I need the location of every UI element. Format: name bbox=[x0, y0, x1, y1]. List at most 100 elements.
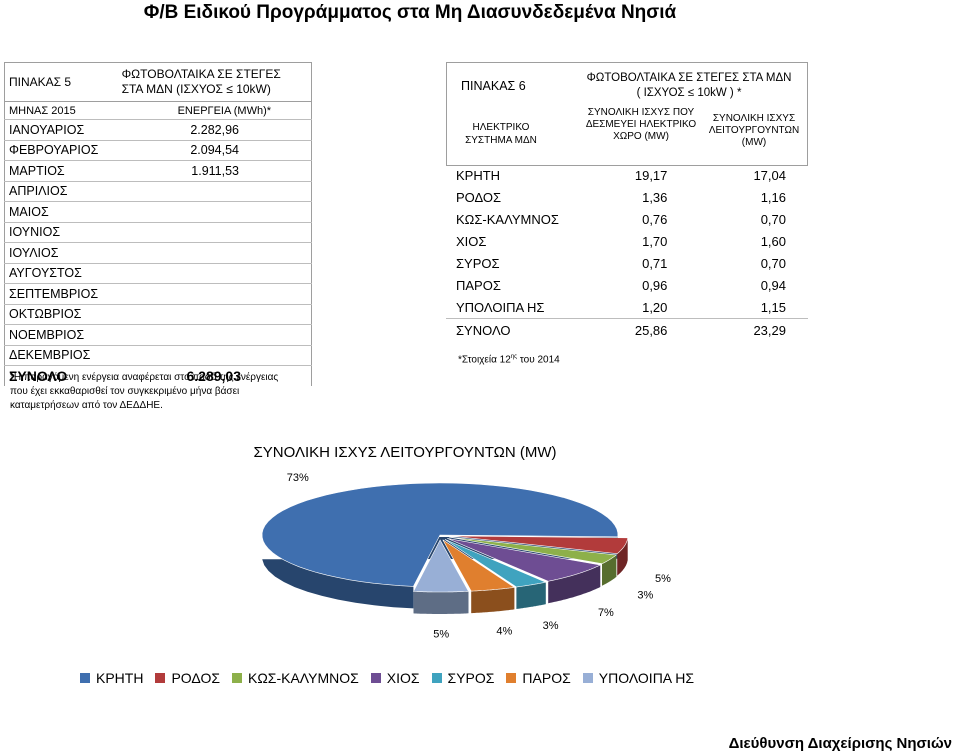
pie-data-label: 5% bbox=[655, 573, 671, 585]
pie-slice-κρητη bbox=[261, 482, 619, 587]
pie-slice-side bbox=[548, 565, 601, 604]
table5-total-label: ΣΥΝΟΛΟ bbox=[9, 367, 68, 384]
energy-cell: 2.094,54 bbox=[117, 140, 312, 161]
pie-data-label: 3% bbox=[543, 620, 559, 632]
legend-swatch bbox=[80, 673, 90, 683]
energy-cell bbox=[117, 283, 312, 305]
island-cell: ΣΥΡΟΣ bbox=[456, 255, 500, 271]
island-cell: ΣΥΝΟΛΟ bbox=[446, 318, 586, 341]
pie-data-label: 4% bbox=[496, 626, 512, 638]
legend-label: ΥΠΟΛΟΙΠΑ ΗΣ bbox=[598, 670, 695, 686]
table-row: ΔΕΚΕΜΒΡΙΟΣ bbox=[4, 345, 312, 366]
month-cell: ΜΑΙΟΣ bbox=[4, 201, 118, 223]
table6-title: ΦΩΤΟΒΟΛΤΑΙΚΑ ΣΕ ΣΤΕΓΕΣ ΣΤΑ ΜΔΝ ( ΙΣΧΥΟΣ … bbox=[573, 71, 805, 101]
pie-slice-κως-καλυμνος bbox=[448, 536, 618, 565]
legend-item: ΥΠΟΛΟΙΠΑ ΗΣ bbox=[582, 670, 695, 686]
pie-slice-υπολοιπα ης bbox=[413, 539, 469, 593]
legend-item: ΧΙΟΣ bbox=[370, 670, 420, 686]
table-row: ΦΕΒΡΟΥΑΡΙΟΣ 2.094,54 bbox=[4, 140, 312, 161]
pie-data-label: 3% bbox=[637, 589, 653, 601]
table-row: ΠΑΡΟΣ 0,96 0,94 bbox=[446, 274, 808, 296]
month-cell: ΦΕΒΡΟΥΑΡΙΟΣ bbox=[4, 140, 118, 161]
legend-swatch bbox=[370, 673, 381, 683]
pie-slice-side bbox=[617, 537, 628, 576]
month-cell: ΔΕΚΕΜΒΡΙΟΣ bbox=[4, 345, 118, 366]
month-cell: ΝΟΕΜΒΡΙΟΣ bbox=[4, 324, 118, 346]
table6-header: ΠΙΝΑΚΑΣ 6 ΗΛΕΚΤΡΙΚΟ ΣΥΣΤΗΜΑ ΜΔΝ ΦΩΤΟΒΟΛΤ… bbox=[446, 62, 808, 166]
energy-cell bbox=[117, 222, 312, 243]
energy-cell: 1.911,53 bbox=[117, 160, 312, 182]
legend-swatch bbox=[232, 673, 242, 683]
energy-cell bbox=[117, 201, 312, 223]
table-row: ΑΠΡΙΛΙΟΣ bbox=[4, 181, 312, 202]
table5-col-month: ΜΗΝΑΣ 2015 bbox=[4, 101, 118, 120]
table-row: ΙΟΥΛΙΟΣ bbox=[4, 242, 312, 264]
page-title: Φ/Β Ειδικού Προγράμματος στα Μη Διασυνδε… bbox=[143, 2, 677, 23]
reserved-cell: 1,20 bbox=[642, 299, 668, 315]
legend-swatch bbox=[582, 673, 593, 683]
table-row: ΣΕΠΤΕΜΒΡΙΟΣ bbox=[4, 283, 312, 305]
legend-item: ΚΡΗΤΗ bbox=[80, 670, 143, 686]
table6-system-label: ΗΛΕΚΤΡΙΚΟ ΣΥΣΤΗΜΑ ΜΔΝ bbox=[465, 122, 537, 146]
table-row: ΝΟΕΜΒΡΙΟΣ bbox=[4, 324, 312, 346]
energy-cell bbox=[117, 181, 312, 202]
legend-item: ΠΑΡΟΣ bbox=[506, 670, 571, 686]
operating-cell: 0,94 bbox=[760, 277, 786, 293]
table6-footnote-tail: του 2014 bbox=[517, 354, 560, 366]
island-cell: ΧΙΟΣ bbox=[456, 233, 487, 249]
table-row: ΡΟΔΟΣ 1,36 1,16 bbox=[446, 186, 808, 208]
operating-cell: 0,70 bbox=[760, 255, 786, 271]
island-cell: ΠΑΡΟΣ bbox=[456, 277, 501, 293]
table-row: ΥΠΟΛΟΙΠΑ ΗΣ 1,20 1,15 bbox=[446, 296, 808, 319]
chart-legend: ΚΡΗΤΗ ΡΟΔΟΣ ΚΩΣ-ΚΑΛΥΜΝΟΣ ΧΙΟΣ ΣΥΡΟΣ ΠΑΡΟΣ ΥΠΟΛ… bbox=[80, 670, 900, 686]
table6-title-line2: ( ΙΣΧΥΟΣ ≤ 10kW ) * bbox=[636, 87, 742, 99]
legend-label: ΣΥΡΟΣ bbox=[447, 670, 495, 686]
energy-cell bbox=[117, 242, 312, 264]
legend-label: ΚΩΣ-ΚΑΛΥΜΝΟΣ bbox=[248, 670, 359, 686]
table-row: ΑΥΓΟΥΣΤΟΣ bbox=[4, 263, 312, 284]
pie-data-label: 73% bbox=[287, 472, 309, 484]
reserved-cell: 1,70 bbox=[642, 233, 668, 249]
table-row: ΙΟΥΝΙΟΣ bbox=[4, 222, 312, 243]
table6-footnote-main: *Στοιχεία 12 bbox=[458, 354, 511, 366]
table5-title-line2: ΣΤΑ ΜΔΝ (ΙΣΧΥΟΣ ≤ 10kW) bbox=[121, 82, 271, 96]
operating-cell: 1,60 bbox=[760, 233, 786, 249]
operating-cell: 17,04 bbox=[753, 167, 786, 183]
legend-swatch bbox=[155, 673, 166, 683]
legend-label: ΡΟΔΟΣ bbox=[171, 670, 220, 686]
pie-slice-side bbox=[602, 554, 617, 586]
month-cell: ΑΥΓΟΥΣΤΟΣ bbox=[4, 263, 118, 284]
chart-title: ΣΥΝΟΛΙΚΗ ΙΣΧΥΣ ΛΕΙΤΟΥΡΓΟΥΝΤΩΝ (MW) bbox=[253, 444, 557, 461]
pie-slice-χιος bbox=[447, 538, 602, 582]
month-cell: ΟΚΤΩΒΡΙΟΣ bbox=[4, 304, 118, 325]
reserved-cell: 25,86 bbox=[585, 318, 700, 341]
month-cell: ΙΟΥΝΙΟΣ bbox=[4, 222, 118, 243]
operating-cell: 0,70 bbox=[760, 211, 786, 227]
pie-slice-side bbox=[413, 591, 469, 614]
table5-col-energy: ΕΝΕΡΓΕΙΑ (MWh)* bbox=[117, 101, 312, 120]
energy-cell bbox=[117, 263, 312, 284]
table-row: ΧΙΟΣ 1,70 1,60 bbox=[446, 230, 808, 252]
island-cell: ΚΩΣ-ΚΑΛΥΜΝΟΣ bbox=[456, 211, 559, 227]
table-row: ΜΑΙΟΣ bbox=[4, 201, 312, 223]
legend-label: ΚΡΗΤΗ bbox=[96, 670, 144, 686]
reserved-cell: 0,76 bbox=[642, 211, 668, 227]
legend-item: ΚΩΣ-ΚΑΛΥΜΝΟΣ bbox=[232, 670, 359, 686]
month-cell: ΜΑΡΤΙΟΣ bbox=[4, 160, 118, 182]
pie-data-label: 7% bbox=[598, 607, 614, 619]
table-row: ΚΡΗΤΗ 19,17 17,04 bbox=[446, 164, 808, 186]
table6-col-operating: ΣΥΝΟΛΙΚΗ ΙΣΧΥΣ ΛΕΙΤΟΥΡΓΟΥΝΤΩΝ (MW) bbox=[708, 113, 800, 148]
table-row: ΣΥΝΟΛΟ 25,86 23,29 bbox=[446, 318, 808, 341]
month-cell: ΣΕΠΤΕΜΒΡΙΟΣ bbox=[4, 283, 118, 305]
table5-footnote: *Η παραγόμενη ενέργεια αναφέρεται στο πο… bbox=[10, 372, 279, 411]
table-row: ΜΑΡΤΙΟΣ 1.911,53 bbox=[4, 160, 312, 182]
pie-slice-side bbox=[471, 587, 515, 614]
pie-chart: 73%5%3%7%3%4%5% bbox=[261, 472, 671, 640]
operating-cell: 23,29 bbox=[699, 318, 808, 341]
table-row: ΚΩΣ-ΚΑΛΥΜΝΟΣ 0,76 0,70 bbox=[446, 208, 808, 230]
pie-slice-συρος bbox=[444, 539, 547, 588]
table6-footnote-sup: ης bbox=[510, 354, 518, 360]
table-island-capacity: ΚΡΗΤΗ 19,17 17,04 ΡΟΔΟΣ 1,36 1,16 ΚΩΣ-ΚΑΛΥΜΝΟΣ… bbox=[446, 164, 808, 341]
island-cell: ΡΟΔΟΣ bbox=[456, 189, 502, 205]
table5-label: ΠΙΝΑΚΑΣ 5 bbox=[4, 62, 118, 102]
